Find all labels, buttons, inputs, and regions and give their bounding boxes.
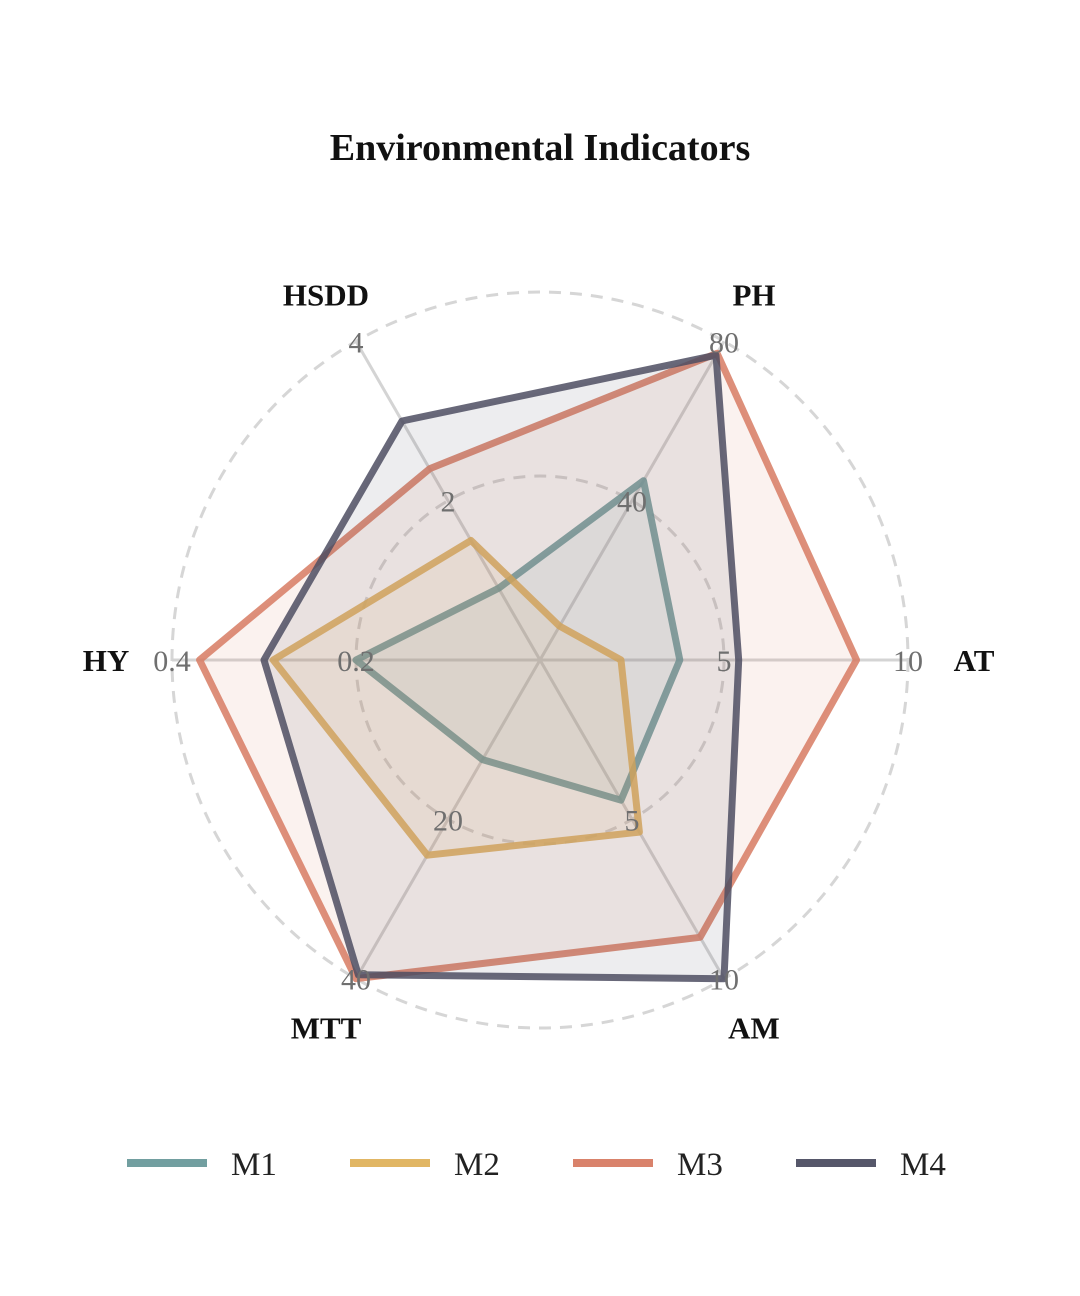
radar-labels: 5 10 AT 40 80 PH 2 4 HSDD 0.2 0.4 HY 20 40 MTT 5 10 AM: [83, 277, 995, 1045]
series-m1-polygon: [352, 477, 684, 804]
axis-label-hy: HY: [83, 643, 130, 678]
legend-label-m4: M4: [900, 1147, 946, 1183]
series-m4-polygon: [260, 351, 743, 983]
chart-title: Environmental Indicators: [330, 127, 751, 169]
tick-label-am-1: 5: [625, 804, 640, 837]
axis-spoke-mtt: [354, 659, 542, 980]
tick-label-at-1: 5: [717, 645, 732, 678]
tick-label-am-2: 10: [709, 964, 739, 997]
tick-label-hsdd-1: 2: [441, 486, 456, 519]
tick-label-ph-2: 80: [709, 326, 739, 359]
radar-grid: [170, 290, 910, 1030]
axis-label-mtt: MTT: [291, 1011, 362, 1046]
axis-label-hsdd: HSDD: [283, 277, 369, 312]
legend-label-m3: M3: [677, 1147, 723, 1183]
tick-label-mtt-1: 20: [433, 804, 463, 837]
axis-label-ph: PH: [732, 277, 775, 312]
tick-label-ph-1: 40: [617, 486, 647, 519]
tick-label-at-2: 10: [893, 645, 923, 678]
radar-series: [196, 349, 860, 983]
legend-label-m1: M1: [231, 1147, 277, 1183]
axis-spoke-am: [538, 659, 726, 980]
legend-label-m2: M2: [454, 1147, 500, 1183]
series-m2-polygon: [269, 537, 643, 859]
tick-label-hy-1: 0.2: [337, 645, 375, 678]
tick-label-mtt-2: 40: [341, 964, 371, 997]
axis-label-am: AM: [728, 1011, 780, 1046]
tick-label-hsdd-2: 4: [349, 326, 364, 359]
tick-label-hy-2: 0.4: [153, 645, 191, 678]
axis-spoke-ph: [538, 340, 726, 661]
axis-spoke-hsdd: [354, 340, 542, 661]
legend: M1 M2 M3 M4: [127, 1147, 946, 1183]
axis-label-at: AT: [954, 643, 995, 678]
